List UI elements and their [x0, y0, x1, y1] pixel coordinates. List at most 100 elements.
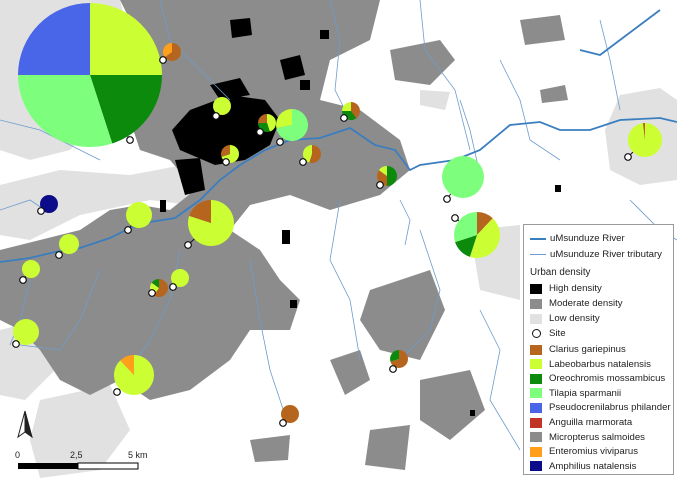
site-marker-icon	[124, 226, 132, 234]
legend-tributary-label: uMsunduze River tributary	[550, 249, 662, 260]
high-density-areas	[160, 18, 561, 416]
legend-urban-title: Urban density	[530, 267, 591, 278]
legend-river-label: uMsunduze River	[550, 233, 625, 244]
pie-slice	[469, 218, 501, 258]
legend-species-row: Anguilla marmorata	[530, 415, 632, 430]
legend-species-row: Clarius gariepinus	[530, 342, 626, 357]
pie-slice	[390, 349, 408, 368]
legend-species-swatch	[530, 402, 542, 413]
pie-slice	[267, 114, 276, 132]
site-s14	[124, 202, 152, 234]
pie-slice	[342, 102, 351, 111]
legend-species-label: Amphilius natalensis	[549, 460, 637, 472]
legend-species-row: Labeobarbus natalensis	[530, 357, 651, 372]
legend-species-row: Tilapia sparmanii	[530, 386, 621, 401]
legend-urban-swatch	[530, 283, 542, 294]
pie-slice	[455, 235, 477, 257]
pie-slice	[276, 109, 308, 141]
site-marker-icon	[12, 340, 20, 348]
site-marker-icon	[256, 128, 264, 136]
legend-species-row: Pseudocrenilabrus philander	[530, 400, 671, 415]
pie-slice	[477, 212, 493, 235]
site-s2	[159, 43, 181, 64]
site-marker-icon	[443, 195, 451, 203]
site-s8	[299, 145, 322, 166]
pie-slice	[351, 102, 360, 119]
map-legend: uMsunduze River uMsunduze River tributar…	[523, 224, 674, 475]
site-marker-icon	[279, 419, 287, 427]
pie-slice	[213, 97, 231, 115]
scale-tick-0: 0	[15, 450, 21, 460]
site-s20	[12, 319, 39, 348]
site-marker-icon	[126, 136, 134, 144]
site-marker-icon	[376, 181, 384, 189]
legend-urban-swatch	[530, 298, 542, 309]
site-s15	[184, 200, 235, 249]
site-marker-icon	[340, 114, 348, 122]
site-marker-icon	[55, 251, 63, 259]
legend-species-row: Micropterus salmoides	[530, 430, 645, 445]
pie-slice	[276, 109, 292, 128]
site-s13	[37, 195, 58, 215]
legend-species-swatch	[530, 461, 542, 472]
site-marker-icon	[276, 138, 284, 146]
site-marker-icon	[159, 56, 167, 64]
site-s3	[212, 97, 231, 120]
pie-slice	[442, 156, 484, 198]
pie-slice	[258, 123, 270, 133]
pie-slice	[13, 319, 39, 345]
site-marker-icon	[624, 153, 632, 161]
legend-tributary: uMsunduze River tributary	[530, 247, 662, 262]
site-marker-icon	[113, 388, 121, 396]
site-marker-icon	[184, 241, 192, 249]
pie-slice	[40, 195, 58, 213]
legend-species-swatch	[530, 432, 542, 443]
site-s1	[18, 3, 162, 148]
legend-species-label: Tilapia sparmanii	[549, 387, 622, 399]
pie-slice	[22, 260, 40, 278]
legend-species-swatch	[530, 446, 542, 457]
site-marker-icon	[389, 365, 397, 373]
legend-species-label: Pseudocrenilabrus philander	[549, 402, 671, 414]
pie-slice	[309, 145, 322, 163]
scale-tick-2-5: 2,5	[70, 450, 83, 460]
river-line	[0, 117, 677, 263]
site-s7	[221, 145, 240, 166]
legend-site-label: Site	[549, 328, 566, 339]
site-s10	[442, 156, 484, 203]
pie-slice	[18, 3, 90, 75]
scale-tick-5km: 5 km	[128, 450, 148, 460]
legend-species-row: Enteromius viviparus	[530, 444, 638, 459]
site-s12	[624, 123, 662, 161]
site-s19	[169, 269, 189, 291]
legend-species-label: Oreochromis mossambicus	[549, 373, 666, 385]
legend-species-swatch	[530, 373, 542, 384]
pie-slice	[627, 123, 662, 157]
pie-slice	[164, 43, 181, 62]
legend-urban-label: Low density	[549, 313, 600, 324]
legend-species-swatch	[530, 344, 542, 355]
pie-slice	[378, 166, 387, 176]
scale-bar	[18, 462, 139, 470]
legend-species-label: Clarius gariepinus	[549, 344, 626, 355]
legend-species-label: Enteromius viviparus	[549, 446, 639, 458]
site-pies	[12, 3, 662, 427]
river-upper-branch	[579, 9, 661, 56]
pie-slice	[163, 43, 172, 58]
legend-species-label: Labeobarbus natalensis	[549, 358, 651, 370]
legend-urban-label: High density	[549, 283, 602, 294]
legend-site: Site	[530, 326, 566, 341]
pie-slice	[171, 269, 189, 287]
site-s11	[451, 212, 501, 258]
site-marker-icon	[37, 207, 45, 215]
site-s22	[389, 349, 408, 373]
legend-species-row: Amphilius natalensis	[530, 459, 636, 474]
pie-slice	[387, 166, 397, 186]
site-marker-icon	[19, 276, 27, 284]
site-marker-icon	[299, 158, 307, 166]
legend-species-label: Micropterus salmoides	[549, 431, 645, 443]
legend-species-label: Anguilla marmorata	[549, 417, 633, 428]
pie-slice	[221, 145, 230, 157]
legend-species-swatch	[530, 388, 542, 399]
